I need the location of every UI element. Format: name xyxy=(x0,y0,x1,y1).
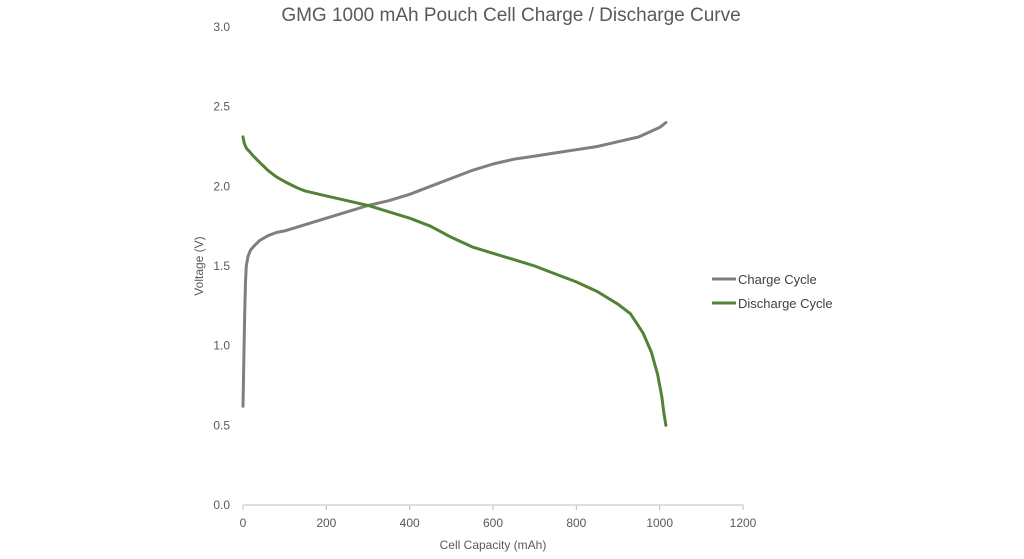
x-tick-label: 600 xyxy=(483,516,503,530)
y-tick-label: 0.5 xyxy=(213,418,230,432)
x-tick-label: 400 xyxy=(400,516,420,530)
y-tick-label: 3.0 xyxy=(213,20,230,34)
x-axis-title: Cell Capacity (mAh) xyxy=(440,538,547,552)
y-tick-label: 0.0 xyxy=(213,498,230,512)
y-tick-label: 1.5 xyxy=(213,259,230,273)
chart-title: GMG 1000 mAh Pouch Cell Charge / Dischar… xyxy=(281,5,740,26)
y-tick-label: 2.0 xyxy=(213,179,230,193)
y-axis-title: Voltage (V) xyxy=(192,236,206,295)
discharge-cycle-line xyxy=(241,135,668,427)
y-tick-label: 2.5 xyxy=(213,100,230,114)
legend-label-charge-cycle: Charge Cycle xyxy=(738,272,817,287)
x-tick-label: 1000 xyxy=(646,516,673,530)
legend: Charge Cycle Discharge Cycle xyxy=(712,272,833,311)
x-tick-label: 200 xyxy=(316,516,336,530)
charge-cycle-line xyxy=(241,121,668,408)
x-axis-ticks: 0 200 400 600 800 1000 1200 xyxy=(240,505,757,530)
plot-area: 0.0 0.5 1.0 1.5 2.0 2.5 3.0 0 200 400 600 800 1000 1… xyxy=(213,20,756,530)
x-tick-label: 800 xyxy=(566,516,586,530)
legend-label-discharge-cycle: Discharge Cycle xyxy=(738,296,833,311)
y-axis-ticks: 0.0 0.5 1.0 1.5 2.0 2.5 3.0 xyxy=(213,20,230,512)
y-tick-label: 1.0 xyxy=(213,339,230,353)
x-tick-label: 1200 xyxy=(730,516,757,530)
series-layer xyxy=(241,121,668,427)
x-tick-label: 0 xyxy=(240,516,247,530)
